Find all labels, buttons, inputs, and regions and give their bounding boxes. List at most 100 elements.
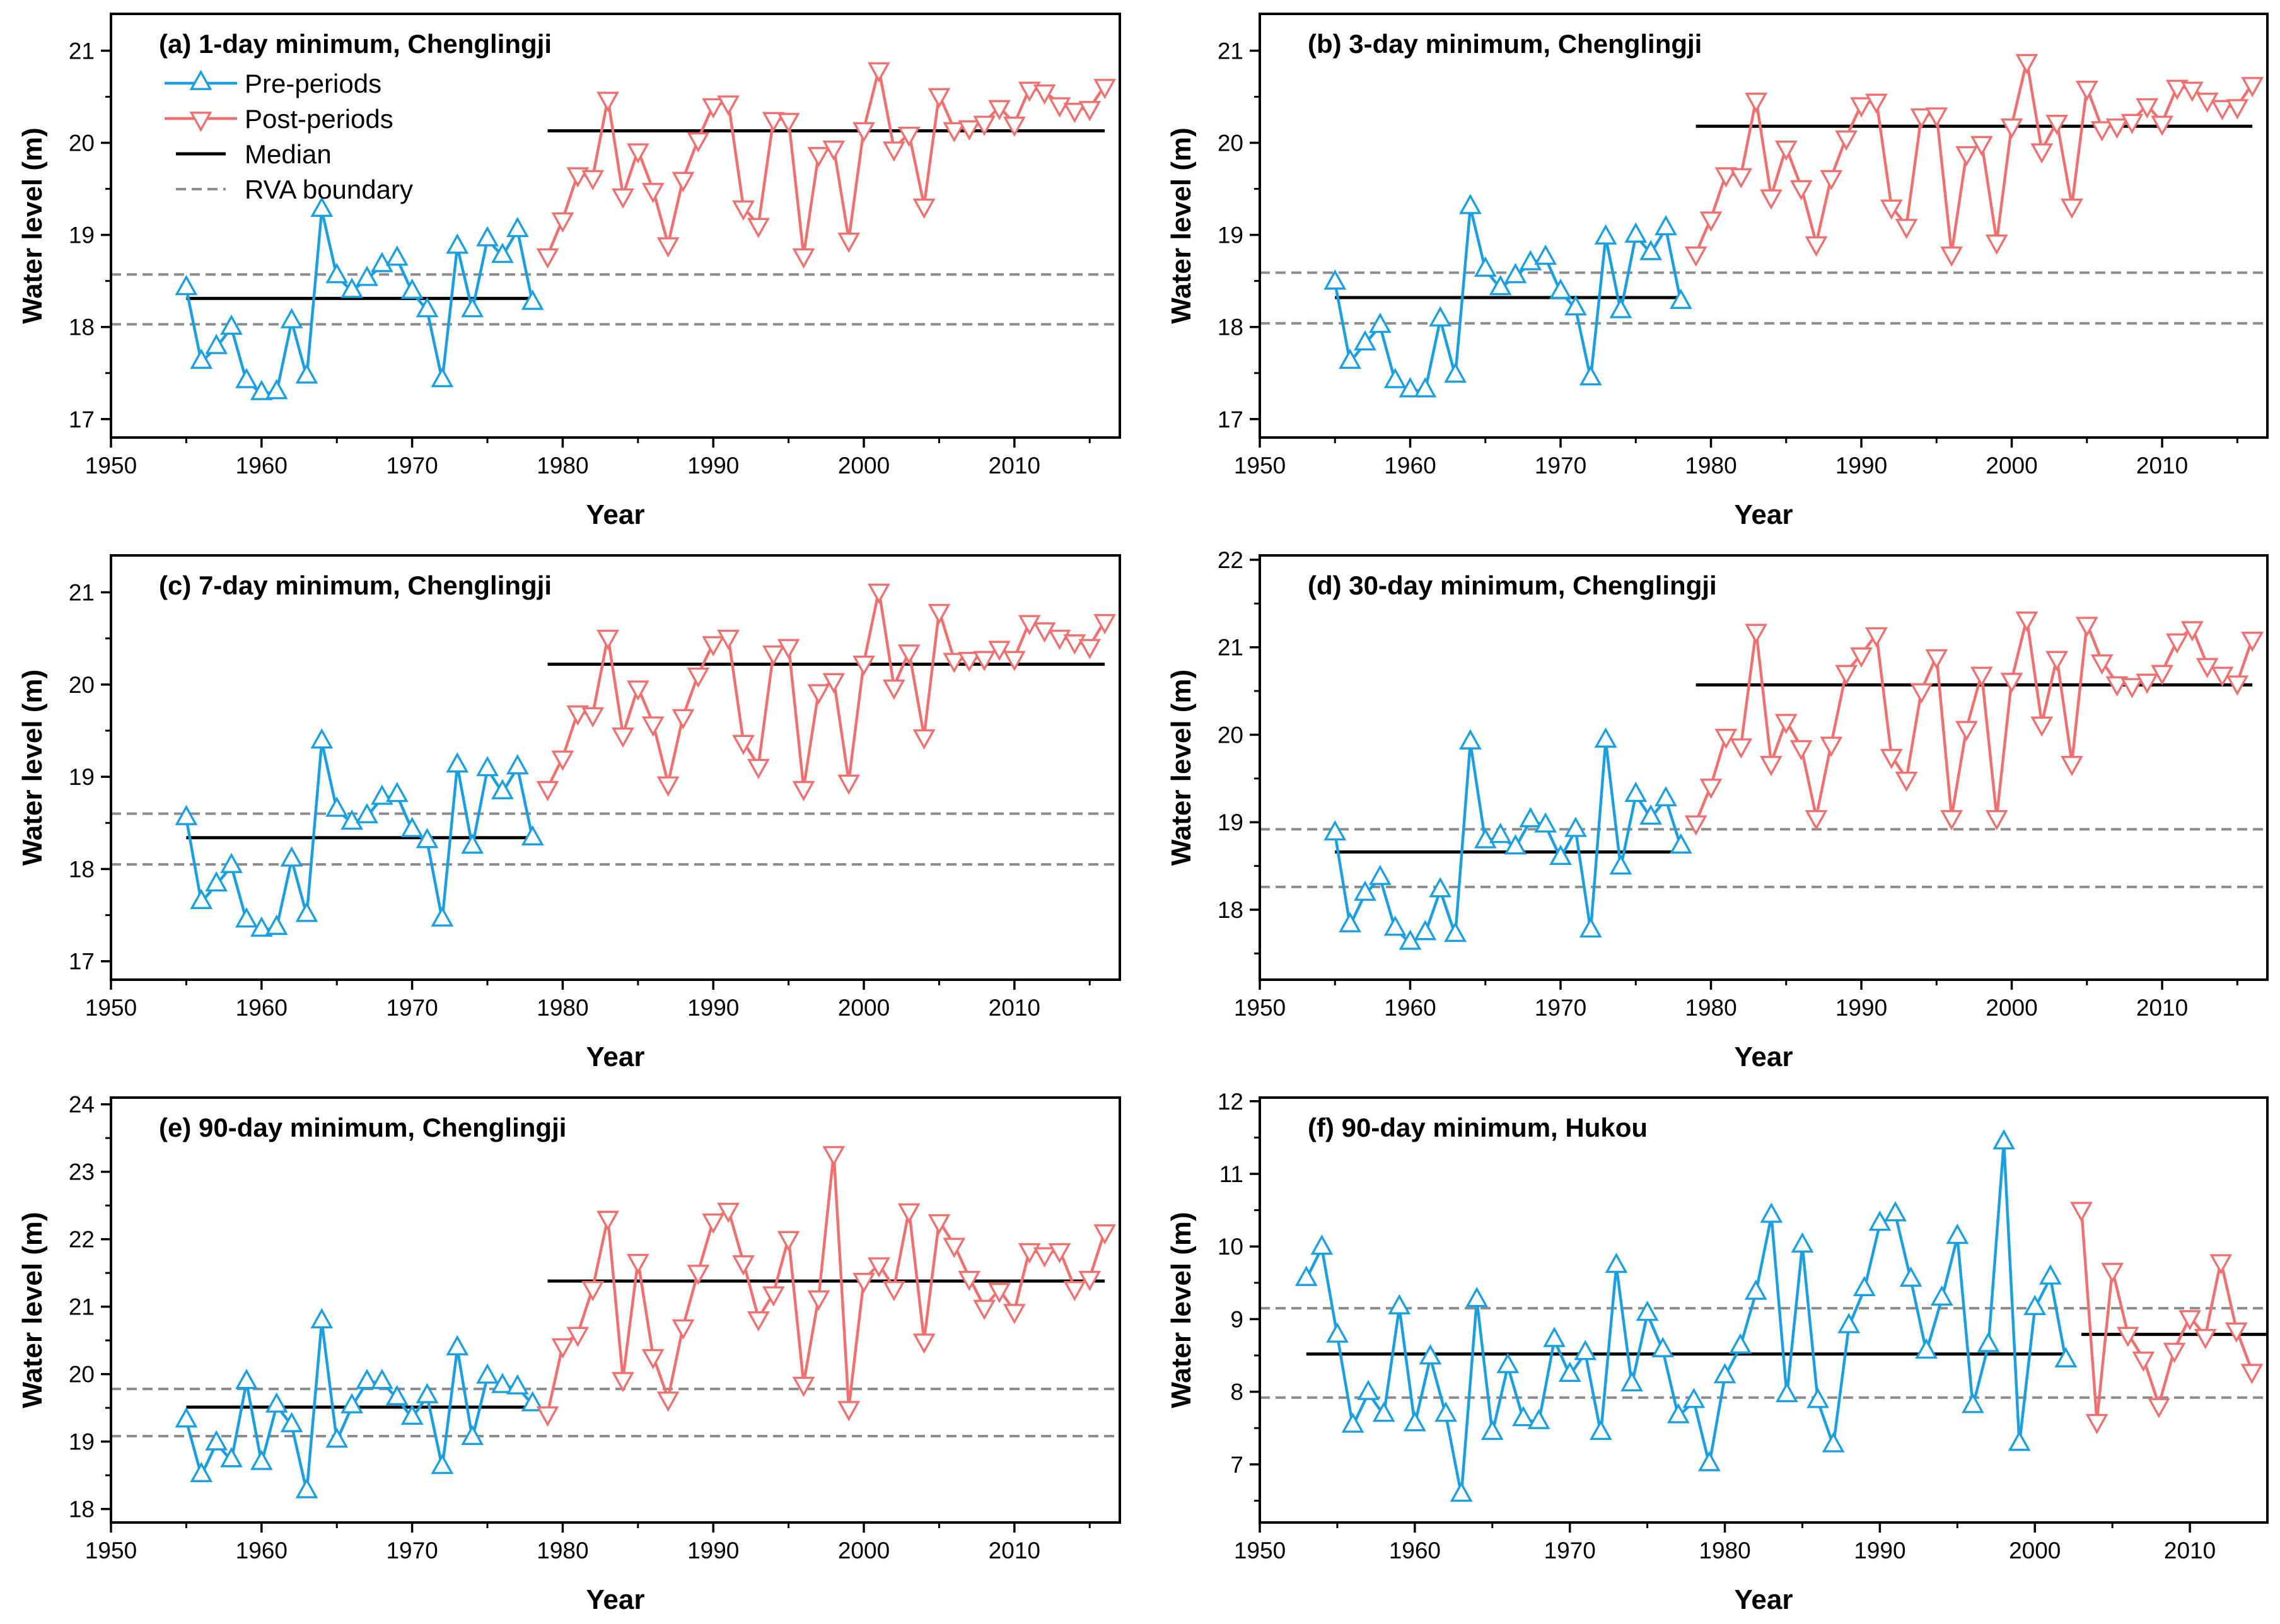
y-tick-label: 18 — [69, 856, 95, 882]
pre-period-point — [1594, 224, 1617, 245]
post-period-point — [656, 776, 680, 797]
y-axis-label: Water level (m) — [1166, 127, 1197, 323]
post-period-point — [1820, 736, 1843, 757]
pre-period-point — [461, 297, 484, 318]
post-period-point — [612, 188, 634, 209]
pre-period-point — [1605, 1252, 1628, 1273]
post-period-point — [1078, 101, 1102, 122]
post-period-point — [1910, 683, 1933, 704]
post-period-point — [2120, 678, 2144, 699]
x-tick-label: 2010 — [989, 1538, 1040, 1563]
post-period-point — [2030, 716, 2054, 737]
pre-period-point — [506, 754, 529, 775]
pre-period-point — [1806, 1388, 1829, 1408]
x-tick-label: 1970 — [1535, 453, 1586, 478]
pre-period-point — [1639, 240, 1663, 260]
post-period-point — [641, 716, 665, 737]
y-axis-label: Water level (m) — [1166, 670, 1197, 866]
post-period-point — [1880, 748, 1903, 770]
legend-post-marker — [189, 112, 212, 132]
x-tick-label: 1950 — [85, 453, 137, 478]
post-period-point — [596, 629, 619, 651]
post-period-point — [2000, 118, 2023, 139]
pre-period-point — [1651, 1337, 1675, 1357]
post-period-point — [626, 143, 649, 164]
post-period-point — [807, 1290, 830, 1311]
post-period-point — [2105, 676, 2129, 697]
post-period-point — [822, 140, 846, 161]
pre-period-point — [1609, 854, 1632, 875]
pre-period-point — [1609, 298, 1632, 318]
y-tick-label: 18 — [1218, 897, 1243, 923]
panel-d: 1950 1960 1970 1980 1990 2000 2010 18 19 20 21 22 Ye… — [1166, 547, 2269, 1072]
pre-period-point — [1339, 348, 1361, 369]
post-period-point — [2105, 118, 2129, 139]
panel-b: 1950 1960 1970 1980 1990 2000 2010 17 18 19 20 21 Ye… — [1166, 13, 2269, 530]
post-period-point — [1864, 93, 1888, 114]
pre-period-point — [1341, 1412, 1364, 1433]
post-period-point — [1805, 810, 1828, 831]
x-tick-label: 1950 — [1234, 1538, 1286, 1563]
pre-period-point — [295, 1478, 318, 1499]
post-period-point — [2136, 98, 2159, 119]
x-tick-label: 2010 — [2164, 1538, 2216, 1563]
pre-period-point — [1655, 786, 1677, 807]
post-period-point — [928, 88, 951, 108]
y-axis-label: Water level (m) — [17, 670, 48, 866]
y-tick-label: 20 — [69, 672, 95, 698]
pre-period-point — [1549, 278, 1572, 299]
post-period-point — [1864, 627, 1888, 648]
x-tick-label: 1950 — [1234, 995, 1286, 1021]
post-period-point — [2194, 1329, 2217, 1350]
pre-period-point — [250, 1449, 273, 1470]
x-tick-label: 1970 — [386, 453, 438, 478]
x-axis-label: Year — [586, 499, 645, 530]
post-period-point — [1940, 810, 1963, 831]
pre-period-point — [1884, 1201, 1907, 1222]
y-tick-label: 19 — [69, 764, 95, 790]
pre-period-point — [250, 916, 273, 937]
pre-period-point — [1822, 1432, 1845, 1453]
pre-period-point — [340, 1393, 363, 1413]
x-tick-label: 2010 — [989, 453, 1040, 478]
post-period-point — [777, 113, 800, 134]
pre-period-point — [1474, 256, 1497, 277]
pre-period-point — [340, 277, 363, 298]
post-period-point — [717, 629, 740, 651]
pre-period-point — [370, 784, 393, 805]
post-period-point — [1730, 738, 1753, 759]
y-tick-label: 19 — [69, 223, 95, 248]
post-period-point — [2136, 673, 2159, 694]
pre-period-point — [431, 906, 454, 927]
post-period-point — [596, 1210, 619, 1231]
pre-period-point — [1512, 1406, 1535, 1427]
y-tick-label: 21 — [1218, 38, 1243, 64]
y-tick-label: 24 — [69, 1092, 95, 1118]
pre-period-point — [1992, 1129, 2015, 1150]
post-period-point — [641, 1348, 665, 1370]
post-period-point — [882, 679, 905, 700]
pre-period-point — [1372, 1401, 1395, 1422]
pre-period-point — [385, 1384, 409, 1406]
plot-frame — [110, 1096, 1121, 1524]
post-period-point — [1880, 199, 1903, 220]
pre-period-point — [491, 242, 514, 264]
panel-title: (d) 30-day minimum, Chenglingji — [1308, 571, 1717, 600]
x-tick-label: 1970 — [386, 1538, 438, 1563]
x-tick-label: 1990 — [1835, 453, 1887, 478]
plot-frame — [1259, 554, 2269, 981]
pre-period-point — [461, 1424, 484, 1446]
post-period-point — [2240, 1364, 2264, 1384]
post-period-point — [958, 120, 981, 141]
post-period-point — [882, 1280, 905, 1302]
y-axis-label: Water level (m) — [17, 1212, 48, 1408]
post-period-point — [1063, 1280, 1086, 1302]
pre-period-point — [1465, 1287, 1489, 1308]
pre-period-point — [476, 226, 499, 246]
post-period-point — [912, 1333, 936, 1354]
pre-period-point — [1946, 1223, 1969, 1244]
pre-period-point — [1527, 1408, 1550, 1429]
pre-period-point — [400, 1404, 424, 1425]
pre-period-point — [265, 1392, 288, 1413]
post-period-point — [2241, 631, 2264, 652]
